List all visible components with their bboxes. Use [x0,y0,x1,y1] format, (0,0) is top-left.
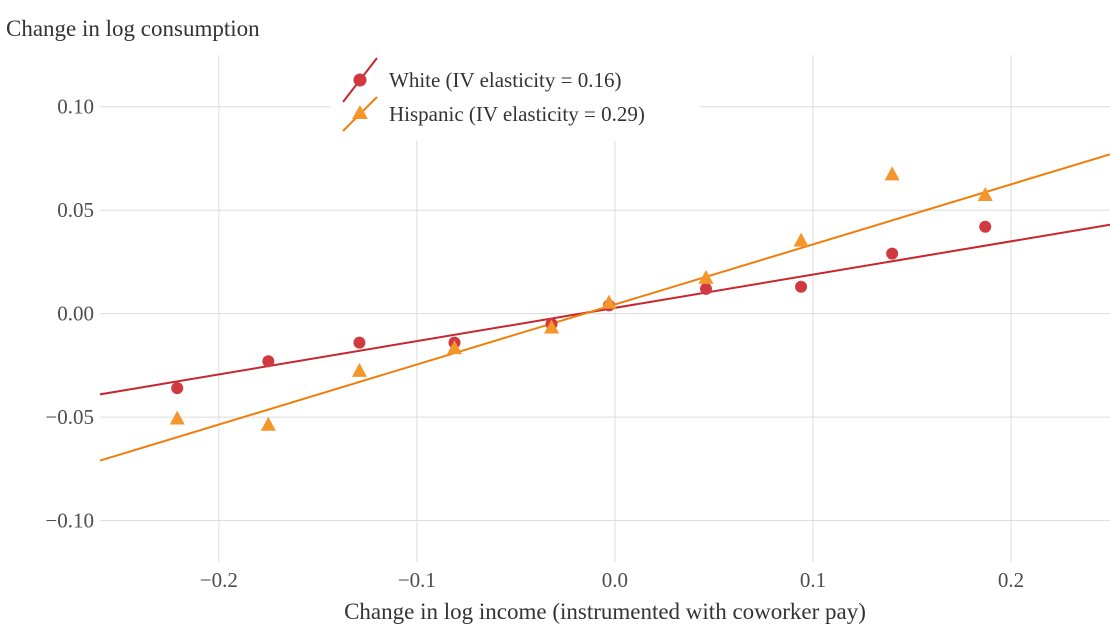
legend-white-label: White (IV elasticity = 0.16) [389,68,621,92]
legend: White (IV elasticity = 0.16) Hispanic (I… [330,55,700,141]
x-tick-label: 0.2 [998,568,1024,592]
hispanic-point [884,166,900,181]
white-point [171,382,184,395]
white-point [700,282,712,295]
x-tick-label: 0.0 [602,568,628,592]
y-tick-label: 0.05 [57,198,94,222]
y-tick-label: −0.10 [45,509,94,533]
hispanic-point [260,416,276,431]
x-axis-title: Change in log income (instrumented with … [344,599,866,624]
y-axis-title: Change in log consumption [6,16,260,41]
hispanic-point [351,362,367,377]
white-point [262,355,275,368]
hispanic-point [977,187,993,202]
y-tick-label: 0.10 [57,95,94,119]
white-point [353,336,366,349]
hispanic-point [446,340,462,355]
x-tick-label: −0.1 [398,568,436,592]
x-tick-label: −0.2 [200,568,238,592]
data-points [169,166,993,431]
legend-white-marker [353,73,367,87]
white-point [795,280,808,293]
hispanic-point [793,232,809,247]
legend-item-white: White (IV elasticity = 0.16) [342,57,621,103]
y-tick-label: −0.05 [45,405,94,429]
legend-hispanic-marker [352,105,368,119]
hispanic-point [544,319,560,334]
white-point [979,220,992,233]
x-tick-label: 0.1 [800,568,826,592]
legend-background [330,55,700,141]
legend-hispanic-label: Hispanic (IV elasticity = 0.29) [389,102,645,126]
y-tick-label: 0.00 [57,302,94,326]
hispanic-point [601,294,617,309]
hispanic-point [169,410,185,425]
tick-labels: −0.2 −0.1 0.0 0.1 0.2 0.10 0.05 0.00 −0.05 −0.10 [45,95,1024,592]
hispanic-point [698,269,714,284]
white-point [886,247,899,260]
legend-item-hispanic: Hispanic (IV elasticity = 0.29) [342,96,645,132]
